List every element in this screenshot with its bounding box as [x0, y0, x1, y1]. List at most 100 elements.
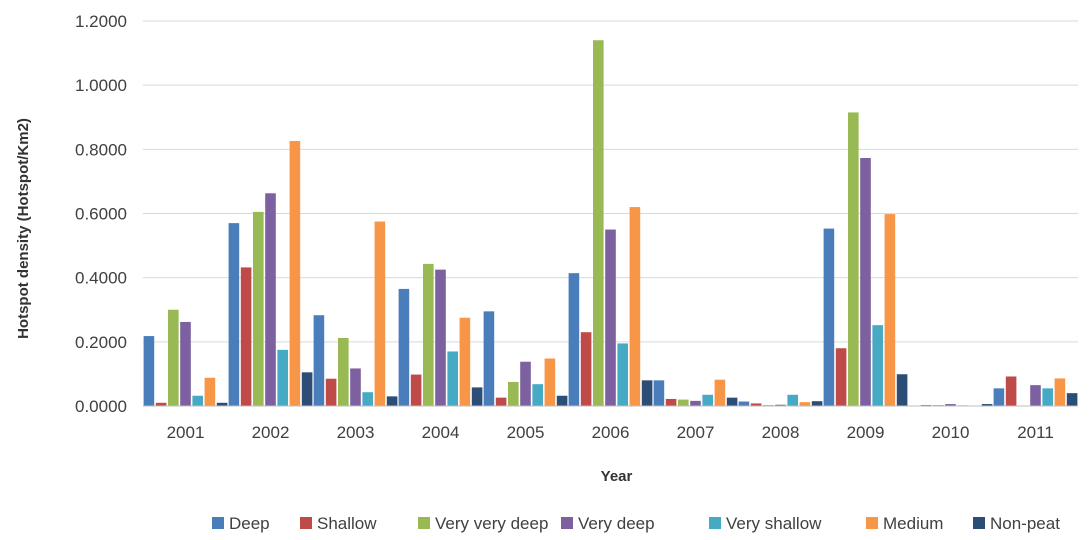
bar-shallow-2005: [495, 397, 507, 406]
legend-item-very-very-deep: Very very deep: [418, 514, 548, 533]
bar-non-peat-2003: [386, 396, 398, 406]
legend-label: Very very deep: [435, 514, 548, 533]
y-tick-label: 0.8000: [75, 140, 127, 159]
bar-non-peat-2009: [896, 374, 908, 406]
bar-very-deep-2001: [180, 321, 191, 406]
x-tick-label: 2011: [1017, 423, 1054, 442]
legend-swatch: [418, 517, 430, 529]
y-axis-tick-labels: 0.0000 0.2000 0.4000 0.6000 0.8000 1.0000 1.20…: [75, 12, 127, 416]
legend: Deep Shallow Very very deep Very deep Very s…: [212, 514, 1060, 533]
bar-very-shallow-2001: [192, 395, 203, 406]
legend-swatch: [709, 517, 721, 529]
bar-deep-2009: [823, 228, 835, 406]
x-axis-tick-labels: 2001 2002 2003 2004 2005 2006 2007 2008 2009 2010…: [167, 423, 1054, 442]
bar-medium-2001: [204, 377, 216, 406]
y-tick-label: 0.0000: [75, 397, 127, 416]
bar-shallow-2009: [835, 348, 847, 406]
x-tick-label: 2006: [592, 423, 630, 442]
legend-swatch: [866, 517, 878, 529]
bar-very-deep-2008: [775, 404, 786, 406]
bar-very-very-deep-2007: [678, 399, 689, 406]
bar-deep-2006: [568, 273, 580, 406]
bar-very-deep-2005: [520, 361, 531, 406]
legend-swatch: [300, 517, 312, 529]
bar-deep-2003: [313, 315, 325, 406]
bar-medium-2009: [884, 214, 896, 406]
bar-very-very-deep-2002: [253, 211, 264, 406]
bar-non-peat-2004: [471, 387, 483, 406]
legend-item-medium: Medium: [866, 514, 943, 533]
bar-very-shallow-2004: [447, 351, 458, 406]
bar-medium-2006: [629, 207, 641, 406]
bar-non-peat-2002: [301, 372, 313, 406]
x-tick-label: 2002: [252, 423, 290, 442]
bar-very-shallow-2005: [532, 384, 543, 406]
x-tick-label: 2003: [337, 423, 375, 442]
legend-label: Very deep: [578, 514, 655, 533]
bar-medium-2007: [714, 379, 726, 406]
bar-non-peat-2008: [811, 401, 823, 406]
bar-non-peat-2011: [1066, 393, 1078, 406]
bar-very-very-deep-2006: [593, 40, 604, 406]
bars: [143, 40, 1078, 406]
bar-shallow-2001: [155, 402, 167, 406]
legend-label: Deep: [229, 514, 270, 533]
bar-very-shallow-2007: [702, 394, 713, 406]
bar-non-peat-2010: [981, 404, 993, 406]
legend-item-deep: Deep: [212, 514, 270, 533]
bar-non-peat-2001: [216, 402, 228, 406]
bar-very-deep-2006: [605, 229, 616, 406]
legend-label: Medium: [883, 514, 943, 533]
bar-medium-2002: [289, 140, 301, 406]
bar-very-deep-2002: [265, 193, 276, 406]
legend-item-non-peat: Non-peat: [973, 514, 1060, 533]
bar-very-deep-2007: [690, 400, 701, 406]
x-tick-label: 2004: [422, 423, 460, 442]
bar-very-shallow-2009: [872, 325, 883, 406]
x-tick-label: 2010: [932, 423, 970, 442]
y-tick-label: 0.2000: [75, 333, 127, 352]
bar-shallow-2002: [240, 267, 252, 406]
bar-very-shallow-2006: [617, 343, 628, 406]
legend-item-very-deep: Very deep: [561, 514, 655, 533]
legend-item-shallow: Shallow: [300, 514, 377, 533]
bar-medium-2003: [374, 221, 386, 406]
bar-medium-2005: [544, 358, 556, 406]
bar-deep-2002: [228, 223, 240, 406]
bar-medium-2011: [1054, 378, 1066, 406]
y-tick-label: 1.0000: [75, 76, 127, 95]
legend-swatch: [561, 517, 573, 529]
bar-very-deep-2009: [860, 157, 871, 406]
bar-very-deep-2010: [945, 404, 956, 406]
bar-deep-2005: [483, 311, 495, 406]
x-tick-label: 2001: [167, 423, 205, 442]
y-tick-label: 1.2000: [75, 12, 127, 31]
bar-shallow-2007: [665, 398, 677, 406]
bar-shallow-2004: [410, 374, 422, 406]
bar-shallow-2008: [750, 403, 762, 406]
bar-non-peat-2007: [726, 397, 738, 406]
x-tick-label: 2009: [847, 423, 885, 442]
bar-very-very-deep-2001: [168, 309, 179, 406]
y-axis-title: Hotspot density (Hotspot/Km2): [15, 118, 32, 339]
bar-very-deep-2011: [1030, 385, 1041, 406]
bar-non-peat-2006: [641, 380, 653, 406]
bar-shallow-2011: [1005, 376, 1017, 406]
x-tick-label: 2008: [762, 423, 800, 442]
bar-shallow-2003: [325, 378, 337, 406]
legend-label: Non-peat: [990, 514, 1060, 533]
bar-very-shallow-2008: [787, 394, 798, 406]
bar-very-very-deep-2004: [423, 263, 434, 406]
x-axis-title: Year: [601, 468, 633, 485]
bar-very-deep-2004: [435, 269, 446, 406]
bar-very-deep-2003: [350, 368, 361, 406]
bar-very-very-deep-2005: [508, 381, 519, 406]
legend-item-very-shallow: Very shallow: [709, 514, 822, 533]
bar-deep-2007: [653, 380, 665, 406]
legend-label: Very shallow: [726, 514, 822, 533]
y-tick-label: 0.4000: [75, 269, 127, 288]
bar-very-very-deep-2009: [848, 112, 859, 406]
bar-very-shallow-2011: [1042, 388, 1053, 406]
bar-very-shallow-2003: [362, 392, 373, 406]
legend-swatch: [212, 517, 224, 529]
